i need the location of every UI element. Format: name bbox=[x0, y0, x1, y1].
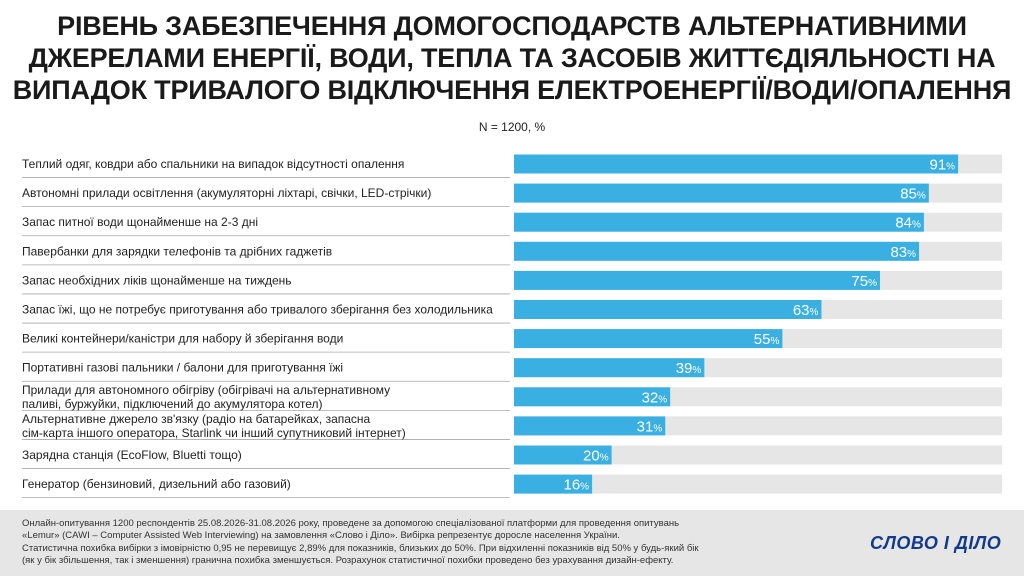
bar-row: Запас питної води щонайменше на 2-3 дні 8… bbox=[22, 212, 1002, 237]
data-label: 20% bbox=[583, 448, 609, 465]
category-label: Великі контейнери/каністри для набору й … bbox=[22, 332, 343, 346]
footer-line-1: Онлайн-опитування 1200 респондентів 25.0… bbox=[22, 518, 680, 529]
category-label: Запас необхідних ліків щонайменше на тиж… bbox=[22, 273, 292, 287]
title-line-2: ДЖЕРЕЛАМИ ЕНЕРГІЇ, ВОДИ, ТЕПЛА ТА ЗАСОБІ… bbox=[28, 43, 996, 73]
methodology-footer: Онлайн-опитування 1200 респондентів 25.0… bbox=[0, 510, 1024, 576]
bar bbox=[514, 154, 959, 174]
category-label: Портативні газові пальники / балони для … bbox=[22, 361, 343, 375]
bar-row: Запас їжі, що не потребує приготування а… bbox=[22, 300, 1002, 324]
data-label: 39% bbox=[676, 360, 702, 377]
bar-track bbox=[514, 445, 1002, 465]
methodology-text: Онлайн-опитування 1200 респондентів 25.0… bbox=[22, 518, 762, 568]
bar bbox=[514, 183, 929, 203]
bar-track bbox=[514, 474, 1002, 494]
category-label: Автономні прилади освітлення (акумулятор… bbox=[22, 186, 431, 200]
bar-row: Великі контейнери/каністри для набору й … bbox=[22, 329, 1002, 353]
bar-row: Альтернативне джерело зв'язку (радіо на … bbox=[22, 412, 1002, 440]
bar bbox=[514, 387, 671, 407]
category-label: Зарядна станція (EcoFlow, Bluetti тощо) bbox=[22, 448, 242, 462]
data-label: 16% bbox=[563, 477, 589, 494]
category-label: Теплий одяг, ковдри або спальники на вип… bbox=[22, 157, 404, 171]
data-label: 84% bbox=[895, 215, 921, 232]
bar-row: Запас необхідних ліків щонайменше на тиж… bbox=[22, 270, 1002, 295]
bar bbox=[514, 300, 822, 319]
bar bbox=[514, 474, 593, 494]
data-label: 32% bbox=[642, 389, 668, 406]
bar-row: Портативні газові пальники / балони для … bbox=[22, 358, 1002, 382]
bar bbox=[514, 416, 666, 436]
bar-row: Автономні прилади освітлення (акумулятор… bbox=[22, 183, 1002, 208]
bar-chart: Теплий одяг, ковдри або спальники на вип… bbox=[22, 154, 1002, 499]
bar-row: Павербанки для зарядки телефонів та дріб… bbox=[22, 241, 1002, 266]
bar bbox=[514, 445, 612, 465]
bar-row: Теплий одяг, ковдри або спальники на вип… bbox=[22, 154, 1002, 178]
data-label: 91% bbox=[929, 157, 955, 174]
footer-line-3: Статистична похибка вибірки з імовірніст… bbox=[22, 542, 699, 554]
data-label: 75% bbox=[851, 273, 877, 290]
chart-subtitle: N = 1200, % bbox=[478, 120, 546, 134]
category-label: Павербанки для зарядки телефонів та дріб… bbox=[22, 244, 332, 258]
bar bbox=[514, 241, 920, 261]
category-label: Запас їжі, що не потребує приготування а… bbox=[22, 303, 493, 317]
data-label: 55% bbox=[754, 331, 780, 348]
category-label: Прилади для автономного обігріву (обігрі… bbox=[22, 383, 390, 411]
data-label: 31% bbox=[637, 418, 663, 435]
brand-logo: СЛОВО І ДІЛО bbox=[870, 533, 1002, 553]
footer-line-4: (як у бік збільшення, так і зменшення) г… bbox=[22, 555, 674, 567]
data-label: 83% bbox=[890, 244, 916, 261]
bar bbox=[514, 358, 705, 378]
footer-line-2: «Lemur» (CAWI – Computer Assisted Web In… bbox=[22, 530, 620, 542]
bar-row: Генератор (бензиновий, дизельний або газ… bbox=[22, 474, 1002, 499]
bar bbox=[514, 212, 924, 232]
category-label: Запас питної води щонайменше на 2-3 дні bbox=[22, 215, 258, 229]
bar bbox=[514, 270, 880, 290]
bar-row: Прилади для автономного обігріву (обігрі… bbox=[22, 383, 1002, 411]
chart-title: РІВЕНЬ ЗАБЕЗПЕЧЕННЯ ДОМОГОСПОДАРСТВ АЛЬТ… bbox=[0, 10, 1024, 106]
category-label: Генератор (бензиновий, дизельний або газ… bbox=[22, 477, 291, 491]
data-label: 85% bbox=[900, 186, 926, 203]
title-line-3: ВИПАДОК ТРИВАЛОГО ВІДКЛЮЧЕННЯ ЕЛЕКТРОЕНЕ… bbox=[12, 75, 1012, 105]
title-line-1: РІВЕНЬ ЗАБЕЗПЕЧЕННЯ ДОМОГОСПОДАРСТВ АЛЬТ… bbox=[57, 11, 967, 41]
bar-row: Зарядна станція (EcoFlow, Bluetti тощо) 2… bbox=[22, 445, 1002, 469]
bar bbox=[514, 329, 783, 349]
data-label: 63% bbox=[793, 302, 819, 319]
category-label: Альтернативне джерело зв'язку (радіо на … bbox=[22, 412, 406, 440]
